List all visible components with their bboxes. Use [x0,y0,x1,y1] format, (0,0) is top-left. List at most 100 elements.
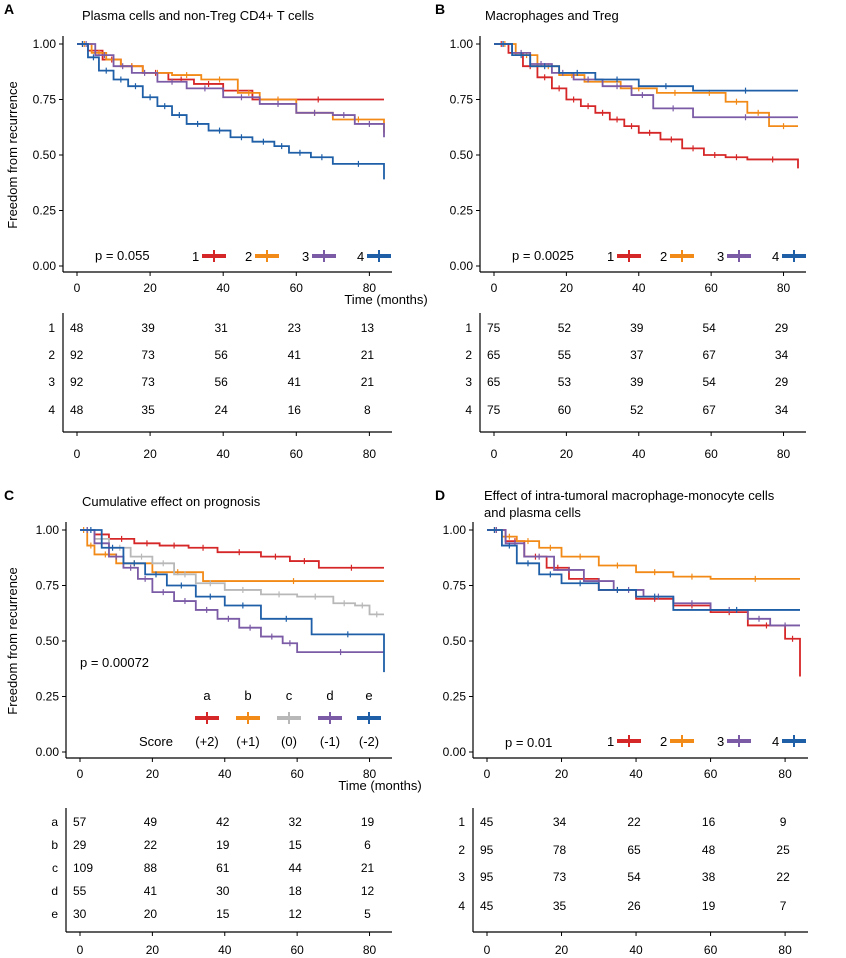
legend-score: (+2) [195,734,218,749]
x-tick-label: 0 [491,281,498,295]
table-x-tick-label: 40 [218,943,232,957]
risk-table: 0 20 40 60 80 1 75 52 39 54 29 2 65 55 37 67 34 3 65 53 39 54… [465,313,806,461]
table-cell: 23 [288,321,302,335]
table-cell: 65 [487,375,501,389]
x-tick-label: 80 [363,281,377,295]
series-line-2 [487,529,800,580]
table-cell: 54 [627,870,641,884]
table-cell: 29 [775,375,789,389]
y-tick-label: 0.50 [36,634,60,648]
y-tick-label: 0.25 [33,204,57,218]
table-cell: 13 [361,321,375,335]
series-line-3 [77,43,385,138]
table-cell: 56 [215,348,229,362]
x-axis-label: Time (months) [338,778,421,793]
legend-label: 4 [772,249,779,264]
panel-title: Cumulative effect on prognosis [82,494,261,509]
table-cell: 19 [702,899,716,913]
table-cell: 5 [364,907,371,921]
legend-label: 4 [357,249,364,264]
y-tick-label: 0.00 [443,745,467,759]
table-cell: 45 [480,899,494,913]
table-row-label: 4 [465,403,472,417]
table-cell: 8 [364,403,371,417]
table-cell: 7 [780,899,787,913]
table-row-label: 4 [458,899,465,913]
table-x-tick-label: 20 [560,447,574,461]
table-cell: 29 [73,838,87,852]
x-tick-label: 20 [560,281,574,295]
legend-label: 3 [717,734,724,749]
table-x-tick-label: 80 [363,943,377,957]
table-row-label: 1 [458,815,465,829]
table-cell: 55 [558,348,572,362]
table-cell: 35 [553,899,567,913]
table-row-label: 4 [48,403,55,417]
x-tick-label: 60 [704,281,718,295]
table-cell: 19 [361,815,375,829]
x-tick-label: 20 [143,281,157,295]
series-line-3 [487,529,800,627]
table-cell: 15 [216,907,230,921]
y-tick-label: 1.00 [33,37,57,51]
table-x-tick-label: 0 [77,943,84,957]
table-x-tick-label: 40 [632,447,646,461]
series-line-a [80,529,384,569]
table-x-tick-label: 0 [484,943,491,957]
series-line-1 [77,43,384,101]
table-row-label: 2 [48,348,55,362]
table-cell: 22 [776,870,790,884]
table-row-label: 1 [48,321,55,335]
table-row-label: 1 [465,321,472,335]
legend-label: 2 [660,249,667,264]
y-tick-label: 0.00 [450,259,474,273]
legend-label: 2 [660,734,667,749]
table-cell: 67 [702,348,716,362]
table-cell: 39 [630,375,644,389]
table-row-label: 2 [465,348,472,362]
table-cell: 60 [558,403,572,417]
y-tick-label: 0.25 [450,204,474,218]
table-cell: 95 [480,870,494,884]
series-line-2 [77,43,385,133]
x-tick-label: 60 [704,767,718,781]
legend-letter: c [286,688,293,703]
x-tick-label: 0 [74,281,81,295]
table-cell: 39 [630,321,644,335]
x-tick-label: 60 [290,767,304,781]
y-tick-label: 0.75 [36,579,60,593]
y-tick-label: 1.00 [443,523,467,537]
table-cell: 65 [627,843,641,857]
table-cell: 20 [144,907,158,921]
table-cell: 41 [144,884,158,898]
table-cell: 92 [70,348,84,362]
table-x-tick-label: 40 [217,447,231,461]
panel-letter: A [4,1,14,17]
table-cell: 49 [144,815,158,829]
legend-letter: e [365,688,372,703]
table-cell: 21 [361,348,375,362]
table-cell: 29 [775,321,789,335]
legend-letter: b [244,688,251,703]
table-cell: 54 [702,375,716,389]
table-row-label: b [51,838,58,852]
x-tick-label: 60 [290,281,304,295]
series-line-3 [494,43,798,119]
table-x-tick-label: 20 [146,943,160,957]
table-cell: 56 [215,375,229,389]
table-cell: 57 [73,815,87,829]
legend-label: 4 [772,734,779,749]
table-cell: 67 [702,403,716,417]
y-axis-label: Freedom from recurrence [5,81,20,228]
table-cell: 6 [364,838,371,852]
table-cell: 73 [141,375,155,389]
table-cell: 42 [216,815,230,829]
table-cell: 24 [215,403,229,417]
panel-c: C Cumulative effect on prognosis 0.00 0.25 0… [4,487,392,957]
table-cell: 12 [288,907,302,921]
table-cell: 16 [288,403,302,417]
panel-a: A Plasma cells and non-Treg CD4+ T cells 0… [4,1,392,461]
table-cell: 73 [553,870,567,884]
table-cell: 41 [288,375,302,389]
p-value: p = 0.01 [505,735,552,750]
